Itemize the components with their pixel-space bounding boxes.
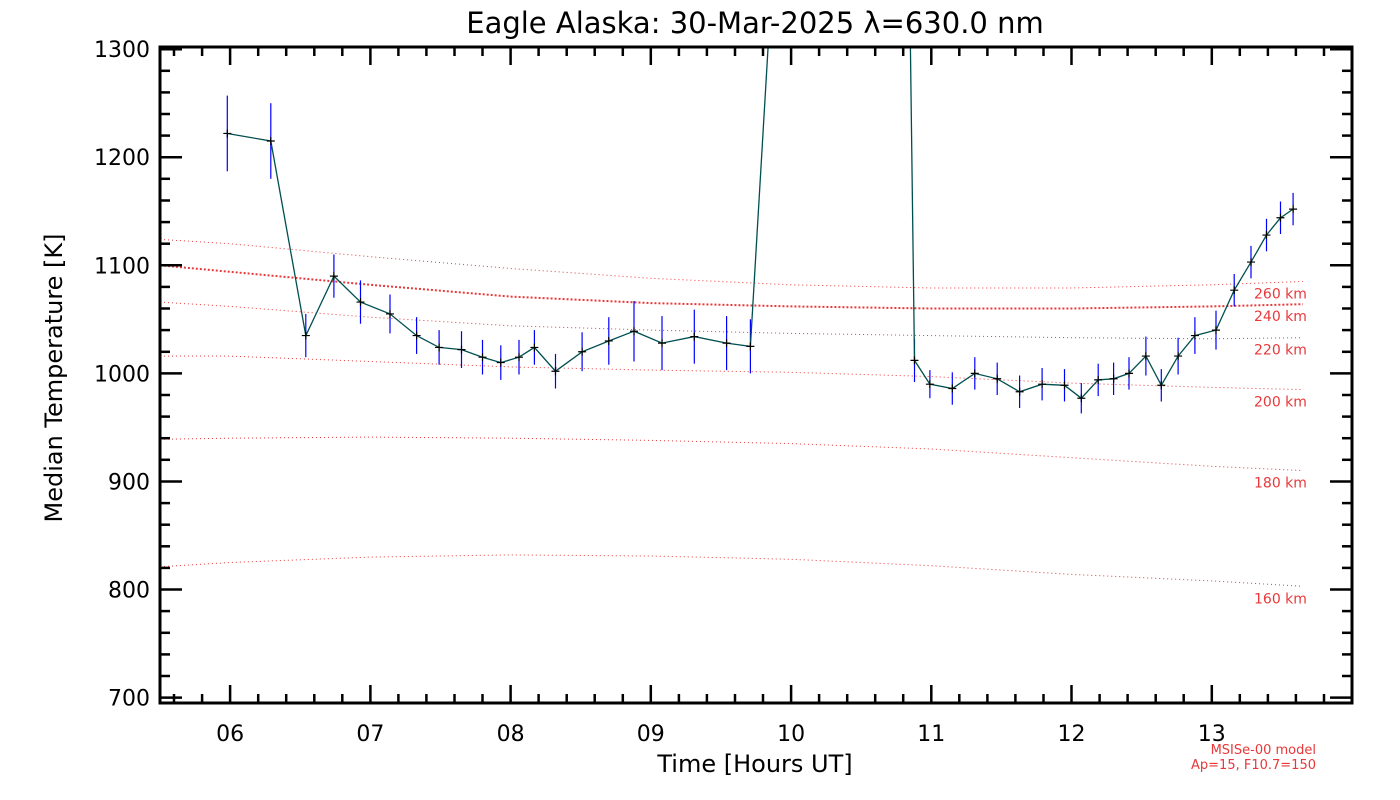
data-point xyxy=(1077,394,1086,403)
data-point xyxy=(1038,380,1047,389)
data-point xyxy=(1230,286,1239,295)
model-label-160-km: 160 km xyxy=(1254,591,1307,607)
data-point xyxy=(1211,326,1220,335)
model-label-220-km: 220 km xyxy=(1254,343,1307,359)
data-point xyxy=(266,137,275,146)
data-point xyxy=(1125,369,1134,378)
data-point xyxy=(993,374,1002,383)
data-point xyxy=(551,367,560,376)
data-point xyxy=(478,353,487,362)
data-point xyxy=(1276,213,1285,222)
data-point xyxy=(1247,258,1256,267)
series-line xyxy=(227,47,1294,400)
model-curve-160-km xyxy=(159,554,1303,587)
x-axis-label: Time [Hours UT] xyxy=(656,750,852,778)
y-tick-label: 1100 xyxy=(94,254,150,279)
data-point xyxy=(1174,352,1183,361)
data-point xyxy=(1141,352,1150,361)
model-note-line2: Ap=15, F10.7=150 xyxy=(1191,758,1316,773)
y-tick-label: 700 xyxy=(108,687,150,712)
data-point xyxy=(925,380,934,389)
plot-axes xyxy=(158,45,1354,705)
data-point xyxy=(1109,374,1118,383)
model-label-240-km: 240 km xyxy=(1254,309,1307,325)
y-tick-label: 1300 xyxy=(94,38,150,63)
data-point xyxy=(385,309,394,318)
model-curve-240-km xyxy=(159,264,1303,310)
data-point xyxy=(690,332,699,341)
plot-frame xyxy=(158,45,1354,705)
data-point xyxy=(578,347,587,356)
data-point xyxy=(1289,205,1298,214)
y-tick-label: 900 xyxy=(108,471,150,496)
x-tick-label: 13 xyxy=(1198,722,1226,747)
y-axis-label: Median Temperature [K] xyxy=(40,233,68,522)
data-point xyxy=(1157,381,1166,390)
x-tick-label: 10 xyxy=(777,722,805,747)
x-tick-label: 07 xyxy=(356,722,384,747)
x-tick-label: 11 xyxy=(917,722,945,747)
x-tick-label: 06 xyxy=(216,722,244,747)
model-curve-200-km xyxy=(160,355,1303,391)
data-point xyxy=(515,353,524,362)
model-curve-220-km xyxy=(159,301,1303,340)
data-point xyxy=(970,369,979,378)
data-point xyxy=(629,327,638,336)
data-point xyxy=(435,343,444,352)
data-point xyxy=(948,384,957,393)
x-tick-label: 08 xyxy=(497,722,525,747)
model-curve-180-km xyxy=(159,436,1303,472)
data-point xyxy=(457,345,466,354)
data-point xyxy=(496,358,505,367)
data-point xyxy=(658,339,667,348)
data-point xyxy=(1190,331,1199,340)
data-point xyxy=(910,356,919,365)
data-point xyxy=(301,331,310,340)
data-point xyxy=(530,343,539,352)
model-curves: 260 km 240 km 220 km 200 km 180 km 160 km xyxy=(159,238,1307,607)
data-point xyxy=(1060,381,1069,390)
data-point xyxy=(412,331,421,340)
y-tick-label: 1200 xyxy=(94,146,150,171)
data-point xyxy=(356,298,365,307)
data-point xyxy=(722,339,731,348)
data-point xyxy=(746,342,755,351)
x-tick-label: 09 xyxy=(637,722,665,747)
tick-labels: 06 07 08 09 10 11 12 13 700 800 900 1000 1100 1200 130… xyxy=(94,38,1226,747)
model-label-260-km: 260 km xyxy=(1254,287,1307,303)
model-note-line1: MSISe-00 model xyxy=(1211,743,1316,758)
data-point xyxy=(1015,387,1024,396)
data-point xyxy=(604,336,613,345)
chart-title: Eagle Alaska: 30-Mar-2025 λ=630.0 nm xyxy=(466,6,1043,40)
data-point xyxy=(223,129,232,138)
data-point xyxy=(1094,375,1103,384)
model-label-180-km: 180 km xyxy=(1254,476,1307,492)
error-bars xyxy=(226,95,1294,414)
x-tick-label: 12 xyxy=(1058,722,1086,747)
y-tick-label: 1000 xyxy=(94,362,150,387)
y-tick-label: 800 xyxy=(108,579,150,604)
data-point xyxy=(1262,231,1271,240)
model-curve-260-km xyxy=(159,238,1303,289)
model-label-200-km: 200 km xyxy=(1254,395,1307,411)
data-point xyxy=(329,272,338,281)
data-series xyxy=(223,47,1298,403)
